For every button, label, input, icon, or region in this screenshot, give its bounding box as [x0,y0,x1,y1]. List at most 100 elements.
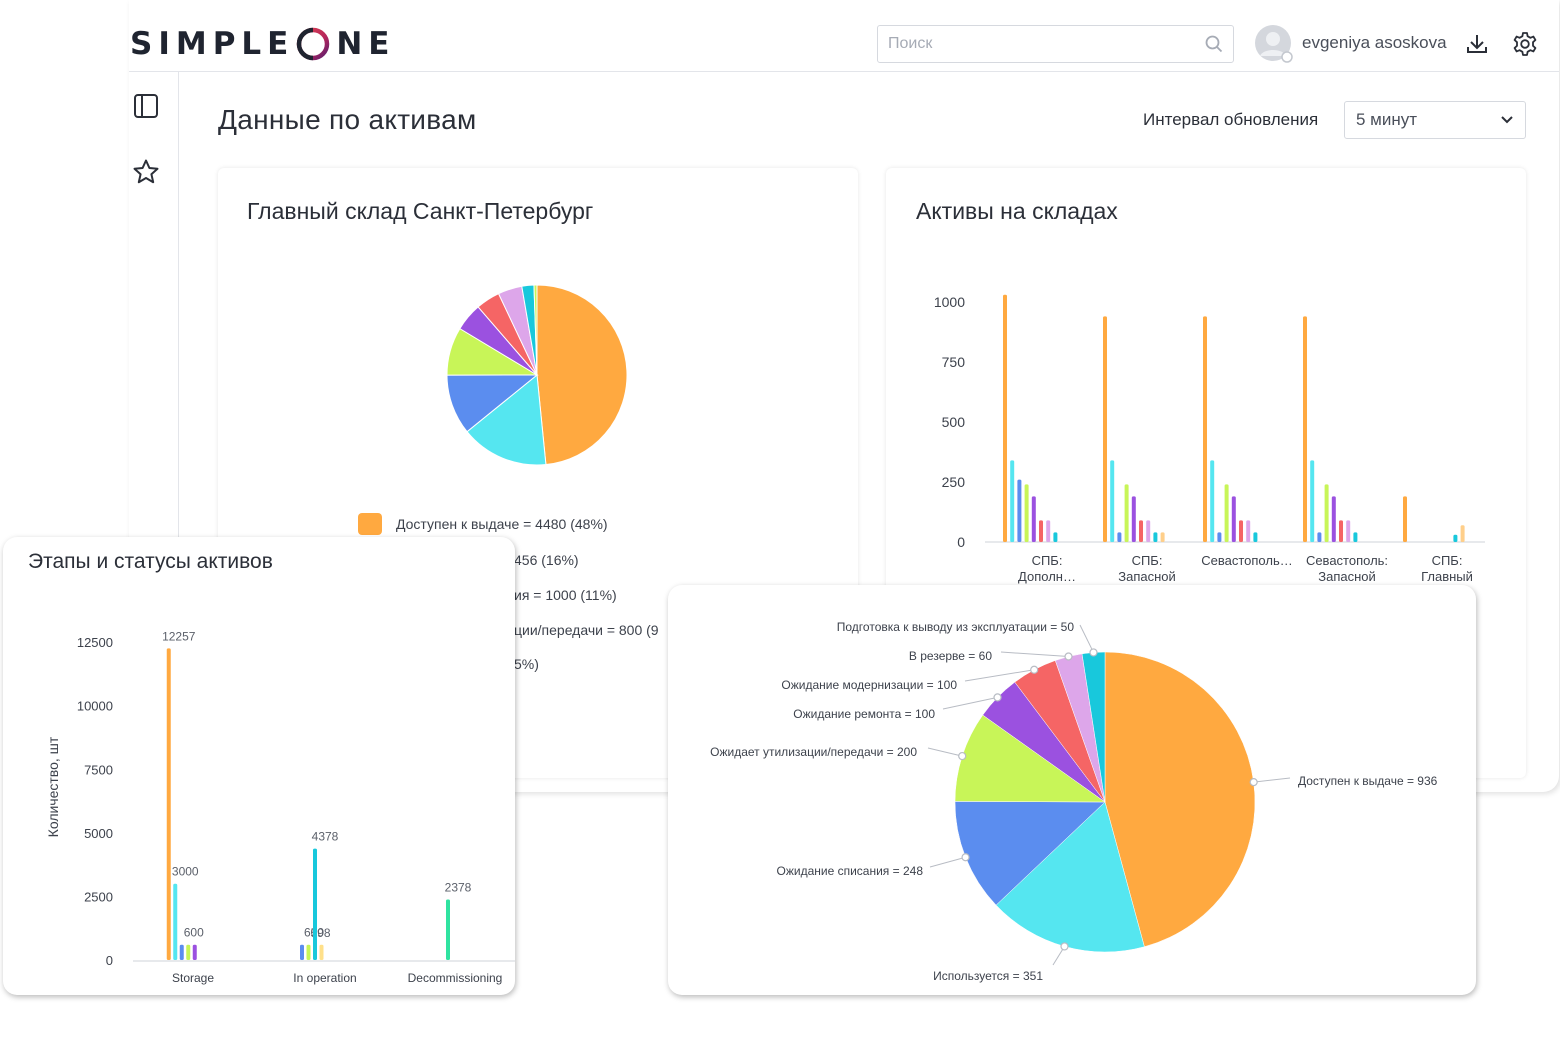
chevron-down-icon [1501,116,1513,124]
y-tick-label: 2500 [84,889,113,904]
x-tick-label: Главный [1421,569,1473,584]
bar[interactable] [1317,532,1322,542]
bar[interactable] [1139,520,1143,542]
bar[interactable] [1110,460,1115,542]
bar[interactable] [1239,520,1243,542]
bar[interactable] [1024,484,1029,542]
callout-line [1253,777,1291,783]
overlay-stages-card: Этапы и статусы активов 0 2500 5000 7500 100… [3,537,515,995]
bar[interactable] [173,883,178,960]
bar[interactable] [1103,316,1107,542]
bar[interactable] [306,944,311,960]
refresh-interval-label: Интервал обновления [1143,110,1319,129]
bar[interactable] [300,944,304,960]
y-tick-label: 12500 [77,635,113,650]
simpleone-logo[interactable]: SIMPLE NE [130,24,395,64]
bar[interactable] [1160,532,1165,542]
bar[interactable] [319,944,324,960]
bar[interactable] [1031,496,1036,542]
data-label: 600 [184,926,204,940]
warehouse-legend-item-2[interactable]: ия = 1000 (11%) [514,587,617,603]
bar[interactable] [1010,460,1015,542]
sidebar-toggle-icon[interactable] [132,92,160,120]
bar[interactable] [1231,496,1236,542]
search-input[interactable] [888,35,1205,53]
bar[interactable] [1253,532,1258,542]
y-tick-label: 1000 [934,294,965,310]
bar[interactable] [1346,520,1351,542]
download-icon[interactable] [1463,30,1491,58]
x-tick-label: Storage [172,971,214,985]
bar[interactable] [166,648,171,960]
bar[interactable] [446,899,450,960]
status-pie-chart: Доступен к выдаче = 936 Используется = 35… [710,620,1438,983]
bar[interactable] [1246,520,1251,542]
legend-label: Доступен к выдаче = 4480 (48%) [396,516,608,532]
bar[interactable] [179,944,184,960]
pie-slice-1[interactable] [466,374,547,466]
warehouse-legend-item-3[interactable]: ции/передачи = 800 (9 [514,622,659,638]
y-tick-label: 750 [942,354,966,370]
bar[interactable] [313,848,317,960]
bar[interactable] [1203,316,1207,542]
warehouse-legend-item-1[interactable]: 456 (16%) [514,552,579,568]
data-label: 12257 [162,629,196,643]
bar[interactable] [1403,496,1407,542]
legend-label: ции/передачи = 800 (9 [514,622,659,638]
pie-label: Доступен к выдаче = 936 [1298,774,1438,788]
left-sidebar [129,72,179,792]
bar[interactable] [1217,532,1222,542]
bar[interactable] [1003,294,1007,542]
bar[interactable] [1053,532,1058,542]
user-avatar-icon[interactable] [1254,24,1294,64]
favorites-star-icon[interactable] [132,158,160,186]
bar[interactable] [1460,525,1465,542]
bar[interactable] [1453,534,1458,542]
data-label: 3000 [172,865,199,879]
warehouse-legend-item-0[interactable]: Доступен к выдаче = 4480 (48%) [358,513,608,535]
warehouse-bar-chart: 02505007501000СПБ:Дополн…СПБ:ЗапаснойСев… [934,294,1485,584]
pie-slice-0[interactable] [536,284,628,466]
bar[interactable] [1310,460,1315,542]
bar[interactable] [1324,484,1329,542]
bar[interactable] [1331,496,1336,542]
bar[interactable] [1039,520,1043,542]
x-tick-label: СПБ: [1132,553,1163,568]
bar[interactable] [1353,532,1358,542]
bar[interactable] [1339,520,1343,542]
global-search[interactable] [877,25,1234,63]
bar[interactable] [1124,484,1129,542]
bar[interactable] [1131,496,1136,542]
bar[interactable] [192,944,197,960]
settings-gear-icon[interactable] [1511,30,1539,58]
bar[interactable] [186,944,191,960]
logo-text-right: NE [336,26,396,62]
user-name[interactable]: evgeniya asoskova [1302,33,1447,52]
pie-label: В резерве = 60 [909,649,992,663]
refresh-interval-select[interactable]: 5 минут [1344,101,1526,139]
y-axis-label: Количество, шт [45,736,61,837]
logo-text-left: SIMPLE [130,26,295,62]
bar[interactable] [1303,316,1307,542]
bar[interactable] [1117,532,1122,542]
bar[interactable] [1224,484,1229,542]
callout-dot [1030,665,1039,674]
search-icon[interactable] [1205,35,1223,53]
bar[interactable] [1146,520,1151,542]
bar[interactable] [1017,479,1022,542]
bar[interactable] [1046,520,1051,542]
pie-label: Ожидает утилизации/передачи = 200 [710,745,917,759]
pie-slice-8[interactable] [533,284,538,376]
pie-label: Используется = 351 [933,969,1043,983]
callout-dot [958,751,967,761]
callout-line [927,747,963,757]
warehouse-legend-item-4[interactable]: 5%) [514,656,539,672]
callout-dot [1089,648,1098,657]
x-tick-label: Севастополь… [1201,553,1293,568]
callout-line [929,856,966,868]
bar[interactable] [1153,532,1158,542]
bar[interactable] [1210,460,1215,542]
card-warehouse-assets-title: Активы на складах [916,198,1118,224]
callout-dot [961,853,970,862]
legend-label: 456 (16%) [514,552,579,568]
